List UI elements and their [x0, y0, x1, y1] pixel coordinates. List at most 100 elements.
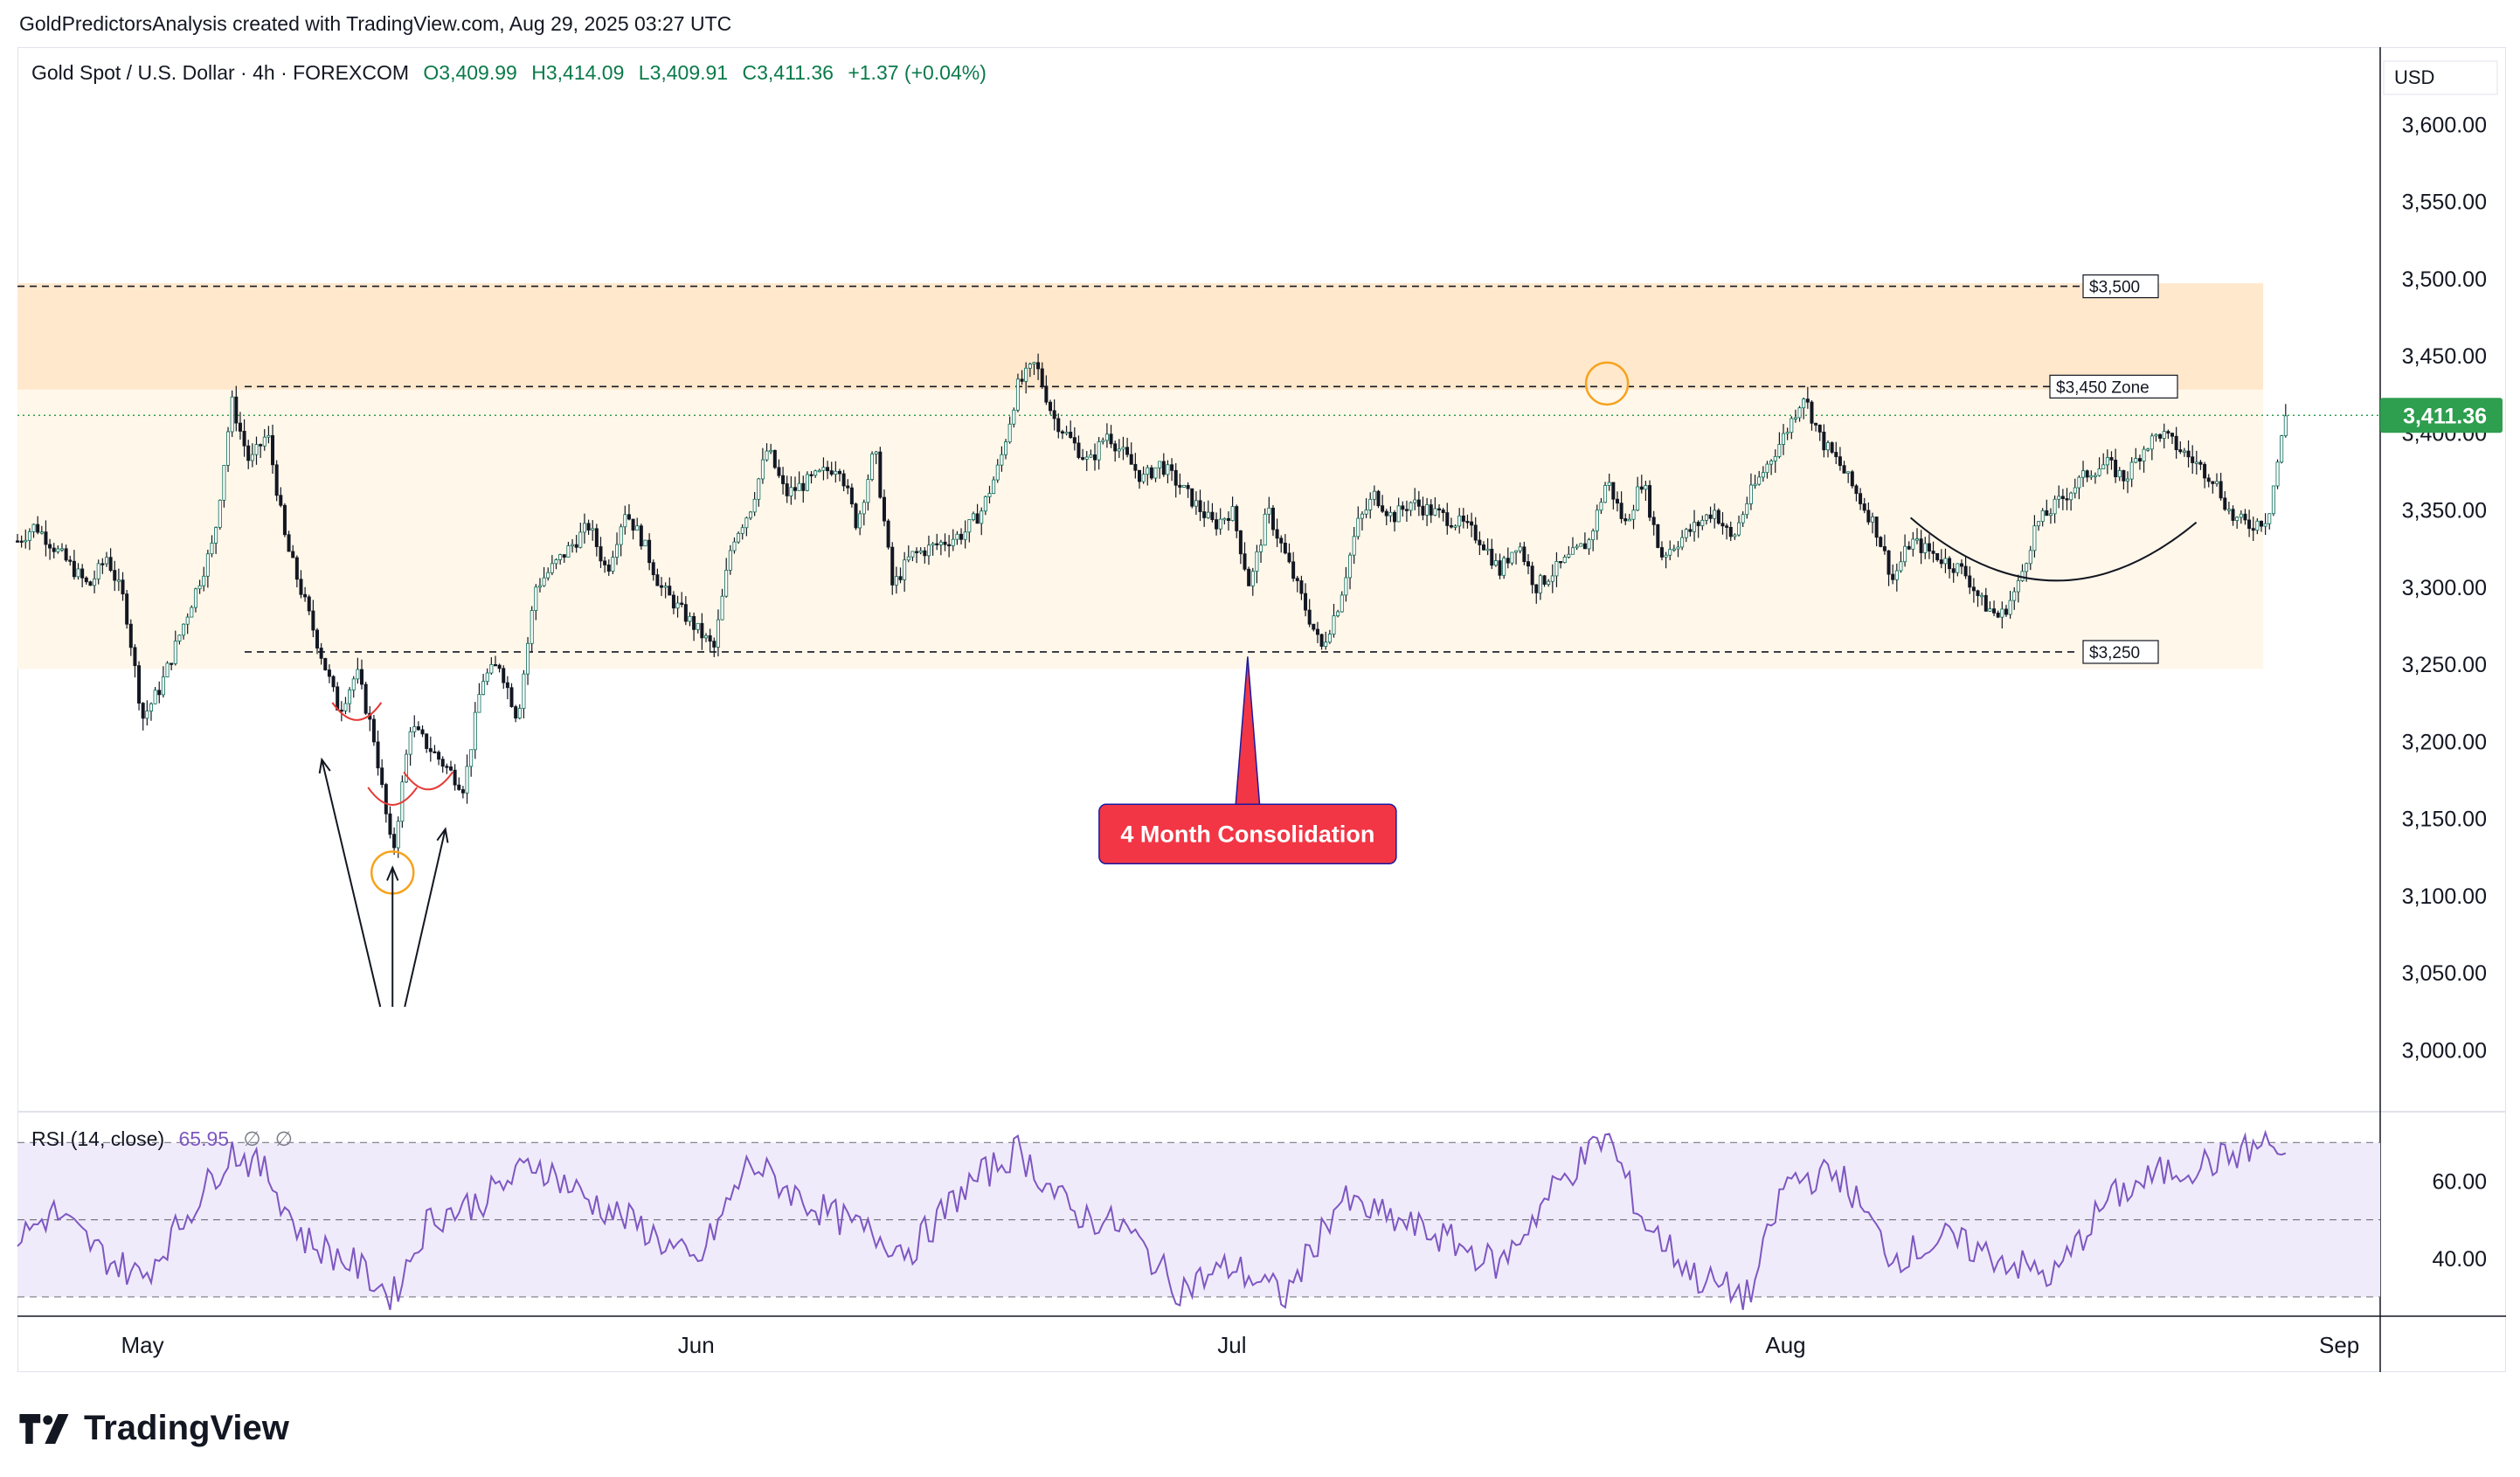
candle: [1607, 482, 1611, 486]
rsi-legend: RSI (14, close) 65.95 ∅ ∅: [31, 1127, 293, 1151]
candle: [363, 683, 368, 714]
candle: [291, 551, 295, 558]
candle: [1121, 447, 1125, 450]
candle: [737, 533, 741, 543]
highlight-circle-2: [1584, 361, 1630, 406]
candle: [660, 585, 664, 588]
time-tick-label: May: [121, 1332, 164, 1358]
candle: [1024, 367, 1028, 382]
candle: [1684, 529, 1688, 538]
candle: [514, 706, 518, 719]
candle: [1081, 457, 1085, 460]
candle: [2045, 510, 2049, 517]
candle: [218, 499, 222, 528]
candle: [1939, 559, 1943, 565]
candle: [1069, 432, 1073, 439]
chart-frame: [17, 47, 2506, 1372]
candle: [1826, 442, 1831, 451]
candle: [2182, 450, 2186, 453]
rsi-title: RSI (14, close): [31, 1127, 165, 1150]
candle: [315, 629, 320, 648]
candle: [104, 557, 108, 565]
candle: [457, 784, 461, 790]
candle: [980, 510, 984, 524]
candle: [1097, 441, 1101, 461]
candle: [1948, 558, 1952, 570]
candle: [1834, 452, 1838, 458]
candle: [1421, 505, 1425, 516]
candle: [2271, 485, 2275, 515]
candle: [2263, 523, 2267, 527]
candle: [1401, 505, 1405, 510]
candle: [627, 514, 631, 520]
candle: [133, 647, 137, 667]
candle: [404, 753, 408, 783]
candle: [222, 464, 226, 501]
candle: [267, 434, 271, 438]
candle: [420, 729, 425, 735]
candle: [582, 523, 586, 533]
level-label-3: $3,250: [2089, 644, 2140, 662]
candle: [680, 602, 684, 606]
candle: [1554, 561, 1559, 577]
candle: [1137, 469, 1141, 482]
candle: [27, 531, 31, 541]
candle: [992, 479, 996, 494]
candle: [1976, 590, 1980, 596]
candle: [1283, 542, 1287, 554]
tradingview-branding[interactable]: TradingView: [19, 1409, 289, 1448]
candle: [1817, 424, 1822, 433]
candle: [1324, 641, 1328, 647]
candle: [137, 665, 142, 704]
low-curve-3: [403, 771, 453, 791]
candle: [793, 487, 797, 491]
candle: [1490, 548, 1494, 566]
rsi-empty-2: ∅: [274, 1127, 293, 1150]
candle: [485, 672, 489, 683]
candle: [1247, 568, 1251, 586]
candle: [1012, 409, 1016, 425]
candle: [1623, 518, 1628, 522]
candle: [1255, 551, 1259, 572]
candle: [2085, 470, 2089, 478]
candle: [2259, 520, 2263, 527]
candle: [1109, 433, 1113, 445]
candle: [1708, 514, 1713, 519]
candle: [696, 622, 700, 630]
annotation-arrowhead-3: [436, 827, 449, 843]
candle: [1668, 549, 1672, 556]
candle: [526, 642, 530, 675]
candle: [1072, 437, 1077, 444]
candle: [1651, 517, 1656, 525]
candle: [1279, 537, 1284, 544]
candle: [639, 525, 643, 547]
rsi-value: 65.95: [178, 1127, 230, 1150]
price-tick-label: 3,150.00: [2402, 808, 2487, 832]
candle: [1968, 575, 1972, 588]
candle: [497, 664, 502, 669]
candle: [145, 711, 149, 719]
candle: [1312, 623, 1316, 630]
candle: [294, 557, 299, 580]
candle: [2198, 461, 2203, 465]
callout-pointer: [1235, 656, 1261, 809]
candle: [279, 495, 283, 506]
candle: [1129, 454, 1133, 465]
candle: [712, 641, 717, 648]
candle: [1777, 444, 1782, 457]
candle: [1437, 508, 1442, 510]
candle: [2154, 433, 2158, 437]
candle: [1198, 500, 1202, 512]
candle: [1538, 575, 1542, 593]
candle: [31, 524, 36, 532]
candle: [675, 602, 680, 609]
candle: [2032, 525, 2037, 551]
consolidation-zone-2: [17, 389, 2263, 669]
candle: [1619, 503, 1623, 519]
candle: [886, 520, 890, 548]
candle: [1514, 550, 1519, 553]
candle: [327, 669, 331, 677]
candle: [813, 470, 818, 476]
price-tick-label: 3,550.00: [2402, 191, 2487, 215]
